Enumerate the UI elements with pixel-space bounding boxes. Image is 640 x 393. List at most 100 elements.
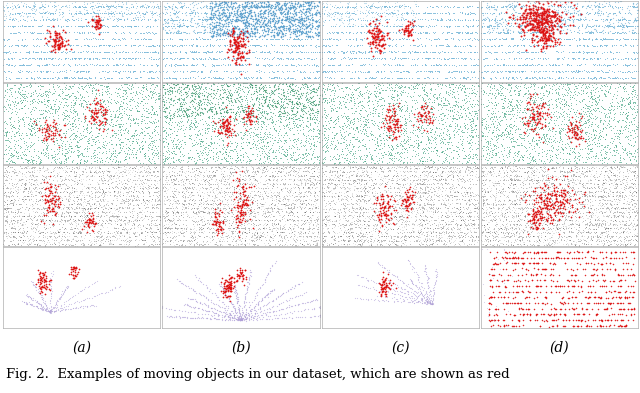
Point (447, 173, 458, 179)
Point (432, 17, 442, 23)
Point (132, 196, 143, 203)
Point (470, 205, 481, 211)
Point (544, 24, 554, 30)
Point (579, 311, 589, 317)
Point (161, 232, 171, 239)
Point (205, 96, 215, 103)
Point (255, 82, 265, 88)
Point (212, 61, 222, 68)
Point (217, 209, 227, 215)
Point (404, 75, 415, 81)
Point (163, 145, 173, 151)
Point (296, 225, 307, 231)
Point (2, 218, 12, 224)
Point (45, 101, 56, 107)
Point (421, 119, 431, 125)
Point (339, 222, 349, 228)
Point (552, 212, 562, 219)
Point (54, 128, 64, 134)
Point (97, 204, 107, 210)
Point (621, 207, 631, 213)
Point (113, 70, 124, 76)
Point (317, 165, 327, 171)
Point (425, 300, 435, 306)
Point (22, 193, 33, 199)
Point (236, 183, 246, 189)
Point (188, 285, 198, 292)
Point (10, 209, 20, 215)
Point (186, 214, 196, 220)
Point (139, 202, 149, 208)
Point (601, 288, 611, 295)
Point (19, 61, 29, 68)
Point (621, 150, 632, 156)
Point (182, 119, 192, 125)
Point (81, 174, 91, 180)
Point (534, 0, 544, 4)
Point (306, 49, 316, 55)
Point (196, 35, 207, 42)
Point (183, 189, 193, 195)
Point (420, 117, 431, 123)
Point (40, 0, 50, 4)
Point (353, 236, 364, 242)
Point (426, 201, 436, 208)
Point (463, 104, 474, 110)
Point (83, 204, 93, 211)
Point (90, 93, 100, 99)
Point (209, 106, 220, 112)
Point (275, 90, 285, 97)
Point (387, 290, 397, 296)
Point (400, 172, 410, 178)
Point (567, 221, 577, 227)
Point (390, 287, 401, 294)
Point (262, 309, 273, 316)
Point (308, 126, 318, 132)
Point (484, 317, 494, 323)
Point (173, 217, 184, 223)
Point (140, 228, 150, 234)
Point (151, 4, 161, 10)
Point (424, 241, 435, 247)
Point (342, 48, 353, 55)
Point (595, 141, 605, 148)
Point (64, 242, 74, 248)
Point (90, 29, 100, 36)
Point (542, 181, 552, 187)
Point (333, 83, 344, 89)
Point (538, 198, 548, 204)
Point (285, 9, 295, 16)
Point (52, 151, 62, 157)
Point (295, 93, 305, 99)
Point (110, 29, 120, 35)
Point (250, 15, 260, 22)
Point (271, 216, 281, 222)
Point (82, 212, 92, 218)
Point (514, 1, 524, 7)
Point (579, 233, 589, 239)
Point (618, 241, 628, 247)
Point (239, 109, 249, 116)
Point (221, 123, 231, 129)
Point (367, 189, 378, 195)
Point (223, 119, 233, 125)
Point (522, 216, 532, 222)
Point (584, 29, 594, 36)
Point (409, 10, 419, 16)
Point (46, 196, 56, 202)
Point (258, 13, 268, 19)
Point (307, 61, 317, 68)
Point (108, 68, 118, 74)
Point (260, 98, 271, 105)
Point (104, 155, 114, 161)
Point (211, 95, 221, 101)
Point (230, 5, 240, 11)
Point (408, 111, 419, 117)
Point (477, 16, 488, 22)
Point (235, 316, 245, 322)
Point (423, 279, 433, 285)
Point (492, 242, 502, 248)
Point (209, 29, 220, 35)
Point (266, 62, 276, 68)
Point (25, 236, 35, 242)
